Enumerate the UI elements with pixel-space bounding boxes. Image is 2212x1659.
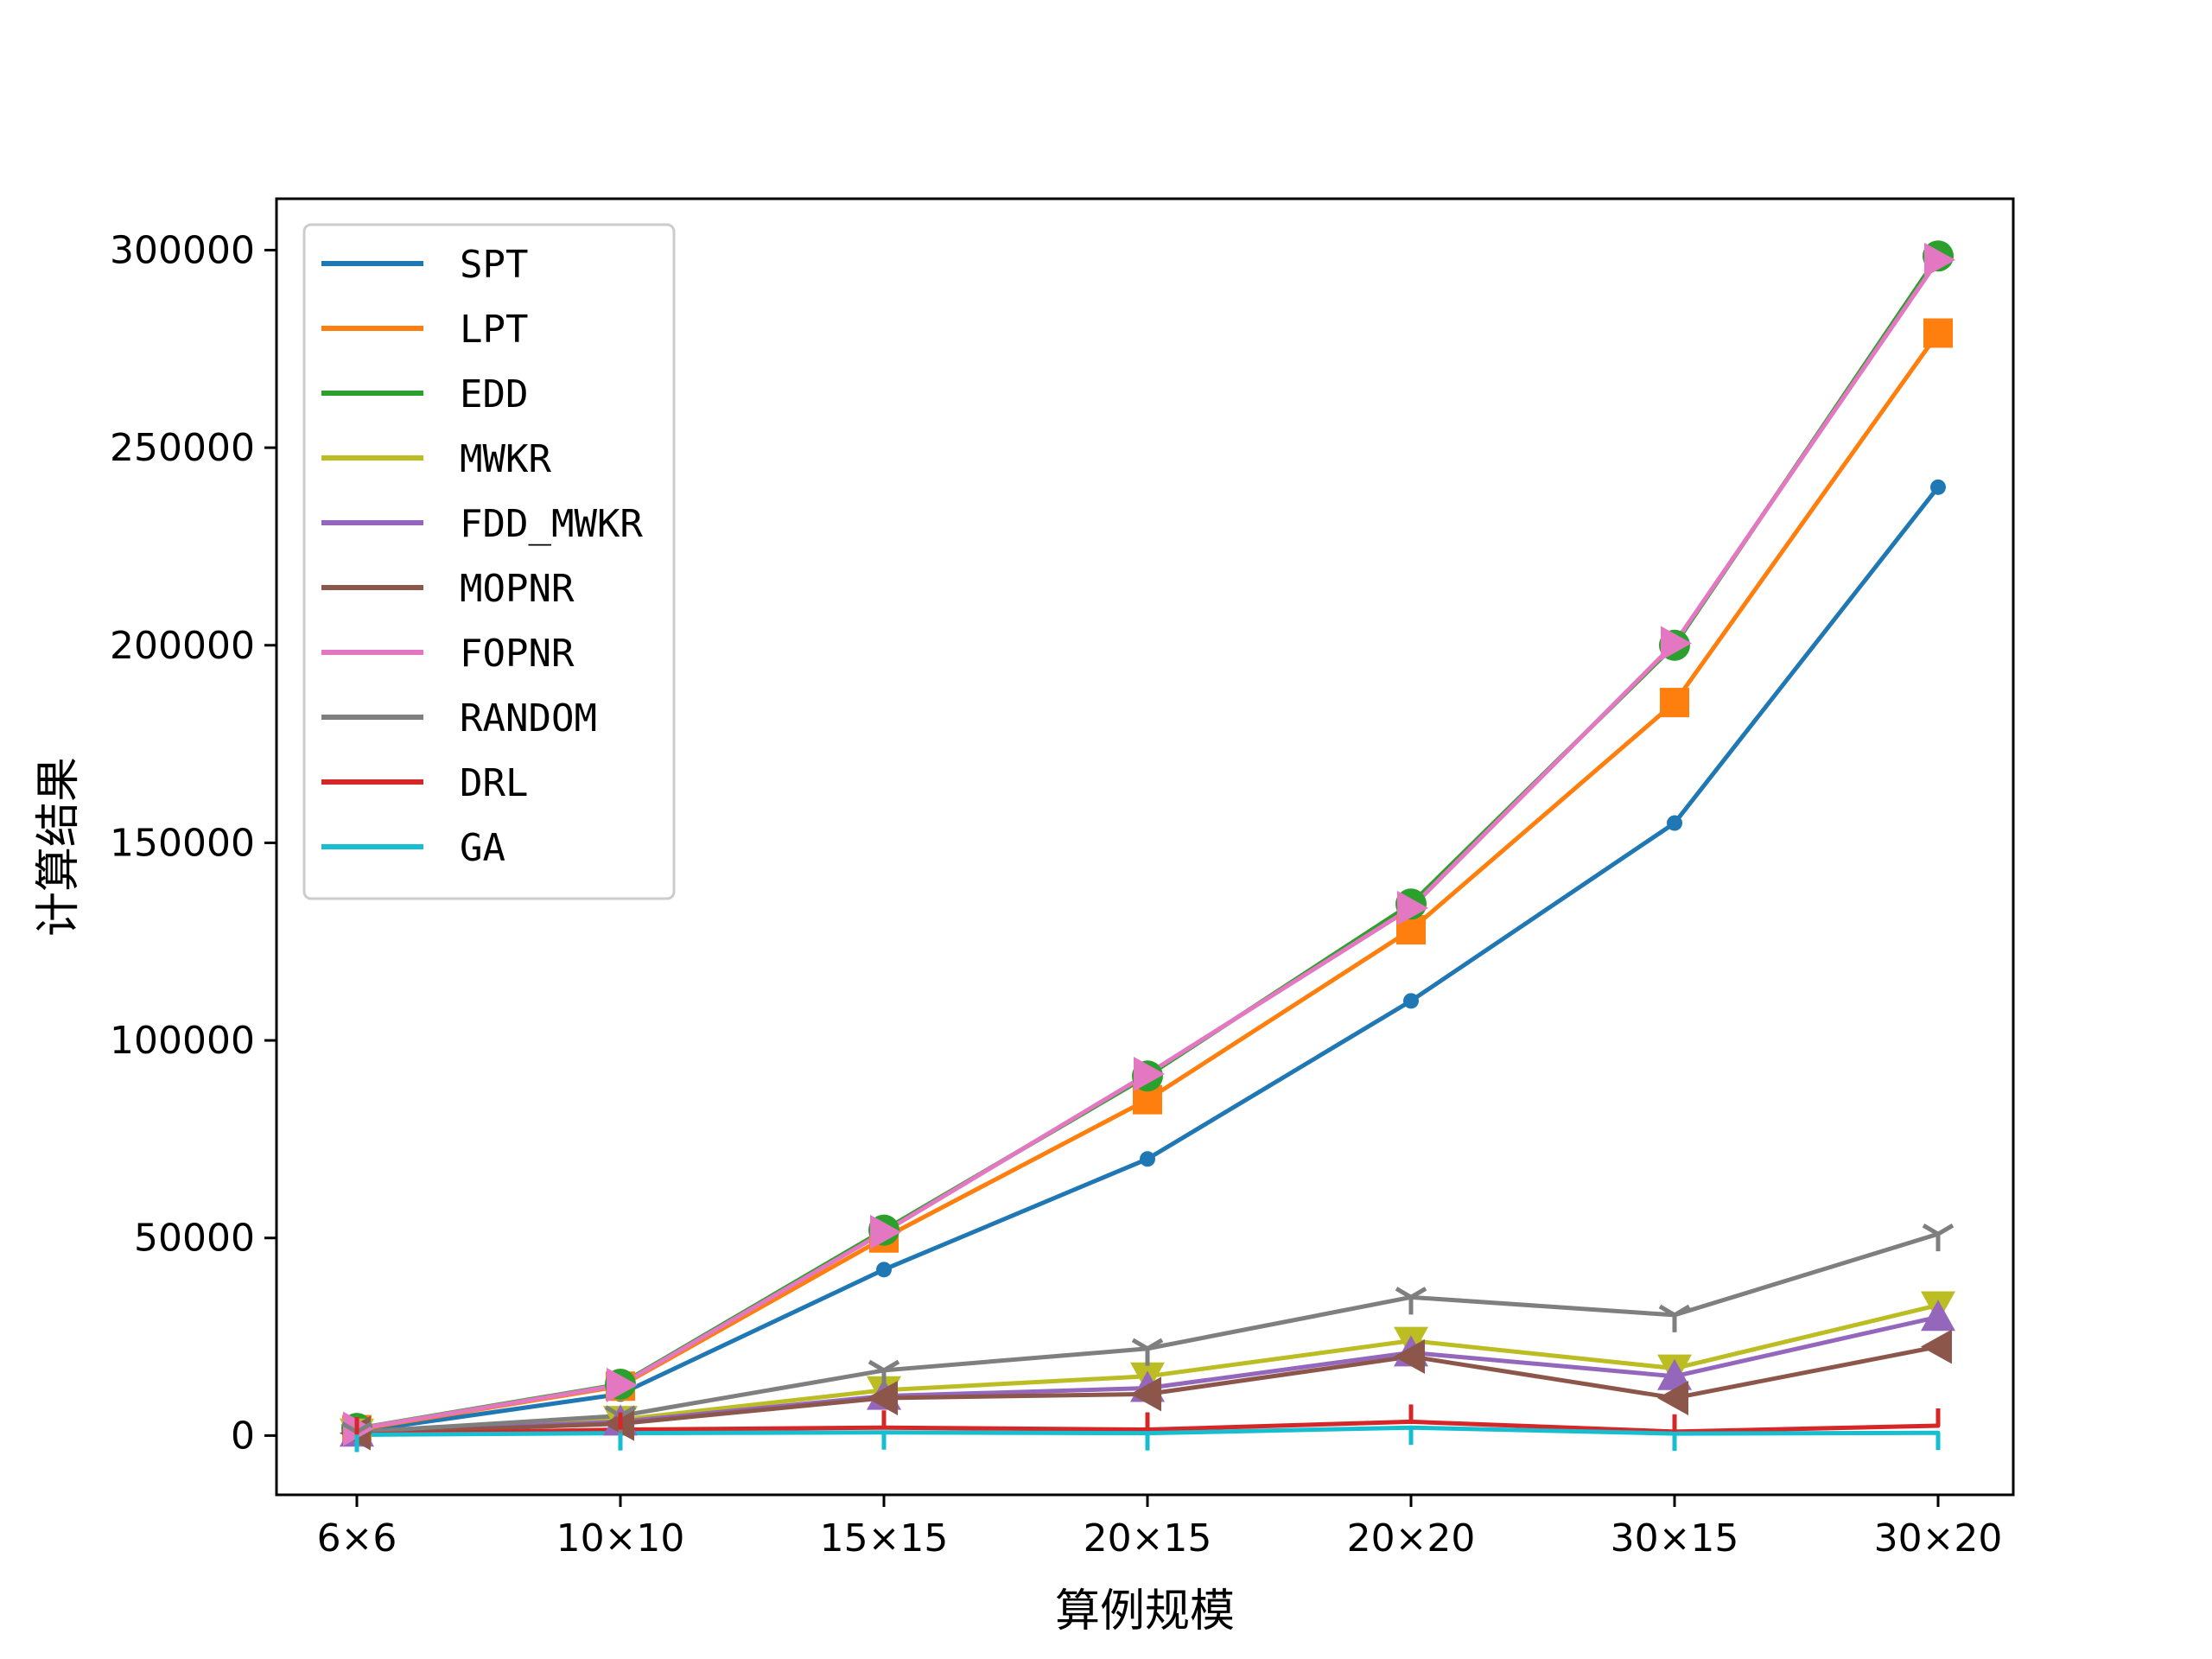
- data-point-spt-3: [1140, 1151, 1155, 1167]
- data-point-mopnr-6: [1921, 1329, 1952, 1364]
- data-point-spt-4: [1403, 993, 1419, 1009]
- data-point-fopnr-4: [1397, 890, 1428, 925]
- y-tick-label: 0: [231, 1414, 255, 1458]
- data-point-random-5: [1658, 1304, 1691, 1332]
- legend-label-lpt: LPT: [460, 308, 528, 352]
- legend-label-random: RANDOM: [460, 696, 597, 741]
- data-point-mopnr-5: [1657, 1380, 1688, 1415]
- series-markers-fopnr: [343, 242, 1955, 1446]
- y-tick-label: 250000: [110, 426, 255, 470]
- x-tick-label: 6×6: [317, 1516, 397, 1560]
- x-axis-title: 算例规模: [1055, 1586, 1235, 1637]
- series-markers-random: [340, 1224, 1955, 1450]
- data-point-random-4: [1395, 1287, 1427, 1315]
- series-markers: [340, 240, 1955, 1452]
- legend-label-edd: EDD: [460, 372, 528, 416]
- data-point-fopnr-1: [607, 1367, 638, 1402]
- data-point-fdd-mwkr-6: [1921, 1300, 1955, 1332]
- data-point-fopnr-6: [1924, 242, 1955, 277]
- legend-label-mwkr: MWKR: [460, 437, 551, 481]
- x-tick-label: 20×20: [1347, 1516, 1476, 1560]
- legend-label-ga: GA: [460, 826, 505, 870]
- legend: SPT LPT EDD MWKR FDD_MWKR MOPNR FOPNR RANDOM DRL…: [302, 223, 676, 900]
- series-markers-drl: [354, 1404, 1941, 1435]
- y-tick-label: 300000: [110, 228, 255, 272]
- x-axis: 6×6 10×10 15×15 20×15 20×20 30×15 30×20: [317, 1495, 2003, 1560]
- data-point-mopnr-4: [1394, 1338, 1425, 1374]
- data-point-spt-6: [1930, 479, 1946, 495]
- x-tick-label: 30×20: [1874, 1516, 2003, 1560]
- y-axis: 0 50000 100000 150000 200000 250000 300000: [110, 228, 276, 1458]
- y-tick-label: 50000: [134, 1217, 255, 1261]
- data-point-spt-5: [1667, 815, 1682, 831]
- series-markers-ga: [354, 1427, 1941, 1452]
- data-point-fopnr-3: [1134, 1056, 1165, 1091]
- data-point-random-3: [1131, 1338, 1164, 1366]
- legend-label-drl: DRL: [460, 761, 528, 805]
- data-point-fopnr-2: [870, 1214, 901, 1249]
- data-point-random-6: [1922, 1224, 1955, 1252]
- data-point-fopnr-5: [1661, 626, 1692, 661]
- plot-area-frame: [275, 197, 2015, 1497]
- data-point-mopnr-3: [1130, 1376, 1161, 1412]
- x-tick-label: 20×15: [1084, 1516, 1212, 1560]
- x-tick-label: 10×10: [556, 1516, 685, 1560]
- legend-label-mopnr: MOPNR: [460, 567, 575, 611]
- legend-label-spt: SPT: [460, 243, 528, 287]
- legend-label-fopnr: FOPNR: [460, 632, 575, 676]
- x-tick-label: 15×15: [820, 1516, 949, 1560]
- data-point-lpt-6: [1923, 318, 1953, 348]
- data-point-mopnr-2: [867, 1380, 898, 1415]
- data-point-lpt-5: [1660, 688, 1689, 718]
- y-tick-label: 100000: [110, 1019, 255, 1063]
- y-axis-title: 计算结果: [33, 757, 85, 937]
- y-tick-label: 150000: [110, 821, 255, 865]
- data-point-fdd-mwkr-5: [1657, 1358, 1692, 1390]
- y-tick-label: 200000: [110, 624, 255, 668]
- data-point-spt-2: [876, 1262, 892, 1278]
- x-tick-label: 30×15: [1611, 1516, 1739, 1560]
- legend-label-fdd-mwkr: FDD_MWKR: [460, 502, 643, 546]
- data-point-random-2: [868, 1359, 900, 1388]
